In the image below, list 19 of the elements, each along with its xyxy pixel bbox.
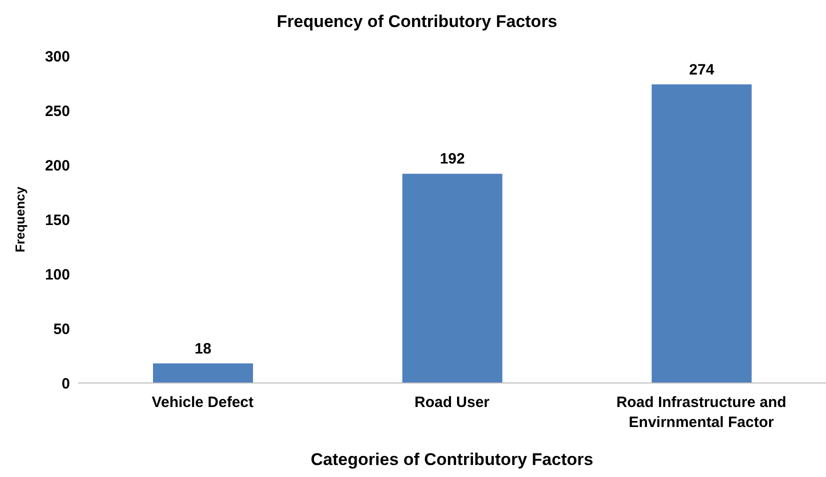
data-label: 192 [440, 150, 465, 168]
y-tick-label: 150 [44, 212, 70, 229]
data-label: 274 [689, 61, 715, 78]
y-tick-label: 300 [44, 48, 70, 66]
data-label: 18 [194, 340, 212, 358]
y-tick-label: 50 [53, 320, 70, 338]
x-tick-label: Road User [414, 394, 490, 411]
bar [652, 84, 752, 383]
bar [402, 174, 502, 383]
y-tick-label: 100 [44, 266, 70, 284]
y-tick-label: 0 [62, 375, 70, 392]
y-tick-label: 250 [44, 102, 70, 120]
chart-title: Frequency of Contributory Factors [276, 11, 558, 33]
bar [153, 363, 253, 383]
y-axis-title: Frequency [12, 186, 28, 252]
x-tick-label: Vehicle Defect [152, 394, 254, 411]
x-axis-title: Categories of Contributory Factors [310, 450, 594, 469]
y-tick-label: 200 [44, 157, 70, 174]
x-tick-label: Road Infrastructure and Envirnmental Factor [616, 394, 786, 431]
